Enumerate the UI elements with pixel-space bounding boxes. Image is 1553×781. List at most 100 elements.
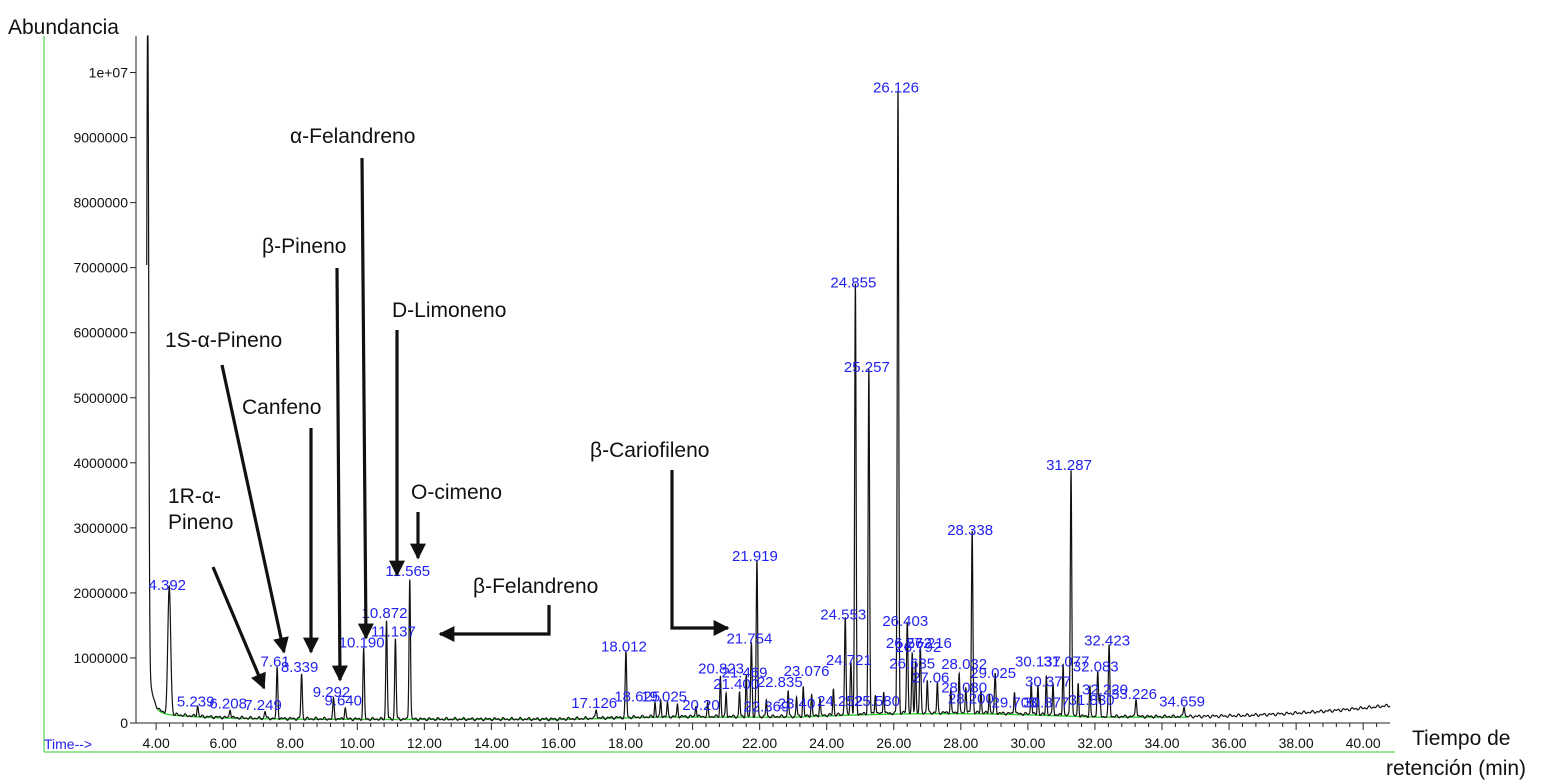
- compound-annotation: 1S-α-Pineno: [165, 329, 289, 654]
- compound-label: β-Pineno: [262, 235, 346, 258]
- x-tick-label: 38.00: [1279, 735, 1314, 751]
- peak-label: 30.877: [1023, 694, 1069, 711]
- y-tick-label: 1e+07: [89, 65, 129, 81]
- peak-label: 10.872: [362, 605, 408, 622]
- compound-label: β-Cariofileno: [590, 439, 709, 462]
- compound-label: 1S-α-Pineno: [165, 329, 282, 352]
- peak-label: 32.083: [1073, 658, 1119, 675]
- peak-label: 24.855: [830, 275, 876, 292]
- x-tick-label: 10.00: [340, 735, 375, 751]
- annotation-layer: 1R-α-Pineno 1S-α-Pineno Canfeno β-Pineno α-F…: [165, 125, 730, 690]
- peak-label: 26.562: [886, 635, 932, 652]
- annotation-arrow: [211, 566, 266, 690]
- peak-label: 31.830: [1069, 692, 1115, 709]
- x-tick-label: 6.00: [210, 735, 237, 751]
- y-tick-label: 8000000: [73, 195, 128, 211]
- peak-label: 20.20: [682, 697, 720, 714]
- peak-label: 26.635: [889, 655, 935, 672]
- y-tick-label: 0: [120, 715, 128, 731]
- x-tick-label: 30.00: [1010, 735, 1045, 751]
- annotation-arrow: [670, 470, 730, 636]
- peak-label: 24.721: [826, 652, 872, 669]
- compound-annotation: D-Limoneno: [389, 299, 506, 577]
- y-axis-title: Abundancia: [8, 16, 119, 39]
- peak-label: 25.580: [854, 693, 900, 710]
- peak-label: 31.077: [1043, 653, 1089, 670]
- peak-label: 23.40: [778, 696, 816, 713]
- peak-label: 8.339: [281, 659, 319, 676]
- y-tick-label: 6000000: [73, 325, 128, 341]
- peak-label: 28.080: [941, 679, 987, 696]
- y-tick-label: 7000000: [73, 260, 128, 276]
- x-tick-label: 4.00: [142, 735, 169, 751]
- annotation-arrow: [357, 157, 374, 640]
- peak-label: 18.625: [614, 689, 660, 706]
- compound-label: D-Limoneno: [392, 299, 506, 322]
- peak-label: 28.200: [948, 690, 994, 707]
- peak-label: 7.61: [261, 653, 290, 670]
- peak-label: 28.032: [941, 656, 987, 673]
- compound-annotation: β-Felandreno: [438, 575, 598, 642]
- chromatogram-trace: [146, 35, 1391, 722]
- compound-label: O-cimeno: [411, 481, 502, 504]
- peak-label: 30.137: [1015, 653, 1061, 670]
- compound-label: 1R-α-Pineno: [168, 485, 233, 534]
- x-tick-label: 28.00: [943, 735, 978, 751]
- peak-label: 30.377: [1025, 674, 1071, 691]
- peak-label: 21.919: [732, 548, 778, 565]
- peak-label: 6.208: [209, 696, 247, 713]
- x-tick-label: 8.00: [277, 735, 304, 751]
- y-tick-label: 4000000: [73, 455, 128, 471]
- peak-label: 22.369: [743, 698, 789, 715]
- y-tick-label: 5000000: [73, 390, 128, 406]
- peak-label: 33.226: [1111, 686, 1157, 703]
- peak-label: 7.249: [244, 697, 282, 714]
- peak-label: 27.06: [912, 670, 950, 687]
- compound-annotation: β-Cariofileno: [590, 439, 730, 636]
- axes-frame: [43, 36, 1395, 753]
- peak-label: 32.220: [1082, 681, 1128, 698]
- x-tick-label: 24.00: [809, 735, 844, 751]
- peak-label: 5.239: [177, 694, 215, 711]
- x-tick-label: 20.00: [675, 735, 710, 751]
- peak-label: 28.338: [947, 522, 993, 539]
- peak-label: 11.137: [371, 623, 416, 640]
- peak-label: 17.126: [571, 695, 617, 712]
- compound-annotation: 1R-α-Pineno: [168, 485, 266, 690]
- peak-label: 21.754: [726, 630, 772, 647]
- x-tick-label: 18.00: [608, 735, 643, 751]
- y-tick-label: 2000000: [73, 585, 128, 601]
- peak-label: 19.025: [641, 689, 687, 706]
- y-tick-label: 3000000: [73, 520, 128, 536]
- x-axis-title-line2: retención (min): [1386, 757, 1526, 780]
- peak-label: 23.076: [784, 663, 830, 680]
- x-tick-label: 16.00: [541, 735, 576, 751]
- peak-label: 9.640: [324, 692, 362, 709]
- tick-layer: 0 1000000 2000000 3000000 4000000 5000000 6000…: [73, 65, 1380, 751]
- peak-label: 26.126: [873, 80, 919, 97]
- x-tick-label: 14.00: [474, 735, 509, 751]
- x-axis-title-line1: Tiempo de: [1412, 727, 1510, 750]
- compound-label: Canfeno: [242, 396, 321, 419]
- compound-annotation: β-Pineno: [262, 235, 348, 682]
- y-tick-label: 1000000: [73, 650, 128, 666]
- peak-label: 4.392: [148, 577, 186, 594]
- x-tick-label: 34.00: [1144, 735, 1179, 751]
- compound-annotation: O-cimeno: [410, 481, 502, 560]
- peak-label: 26.792: [895, 639, 941, 656]
- x-tick-label: 22.00: [742, 735, 777, 751]
- peak-label: 18.012: [601, 638, 647, 655]
- peak-label: 22.835: [757, 674, 803, 691]
- y-tick-label: 9000000: [73, 130, 128, 146]
- annotation-arrow: [220, 364, 289, 654]
- compound-annotation: α-Felandreno: [290, 125, 415, 640]
- peak-label: 9.292: [313, 684, 351, 701]
- x-tick-label: 12.00: [407, 735, 442, 751]
- compound-label: β-Felandreno: [473, 575, 598, 598]
- annotation-arrow: [331, 267, 348, 682]
- peak-label: 29.703: [992, 694, 1038, 711]
- x-tick-label: 32.00: [1077, 735, 1112, 751]
